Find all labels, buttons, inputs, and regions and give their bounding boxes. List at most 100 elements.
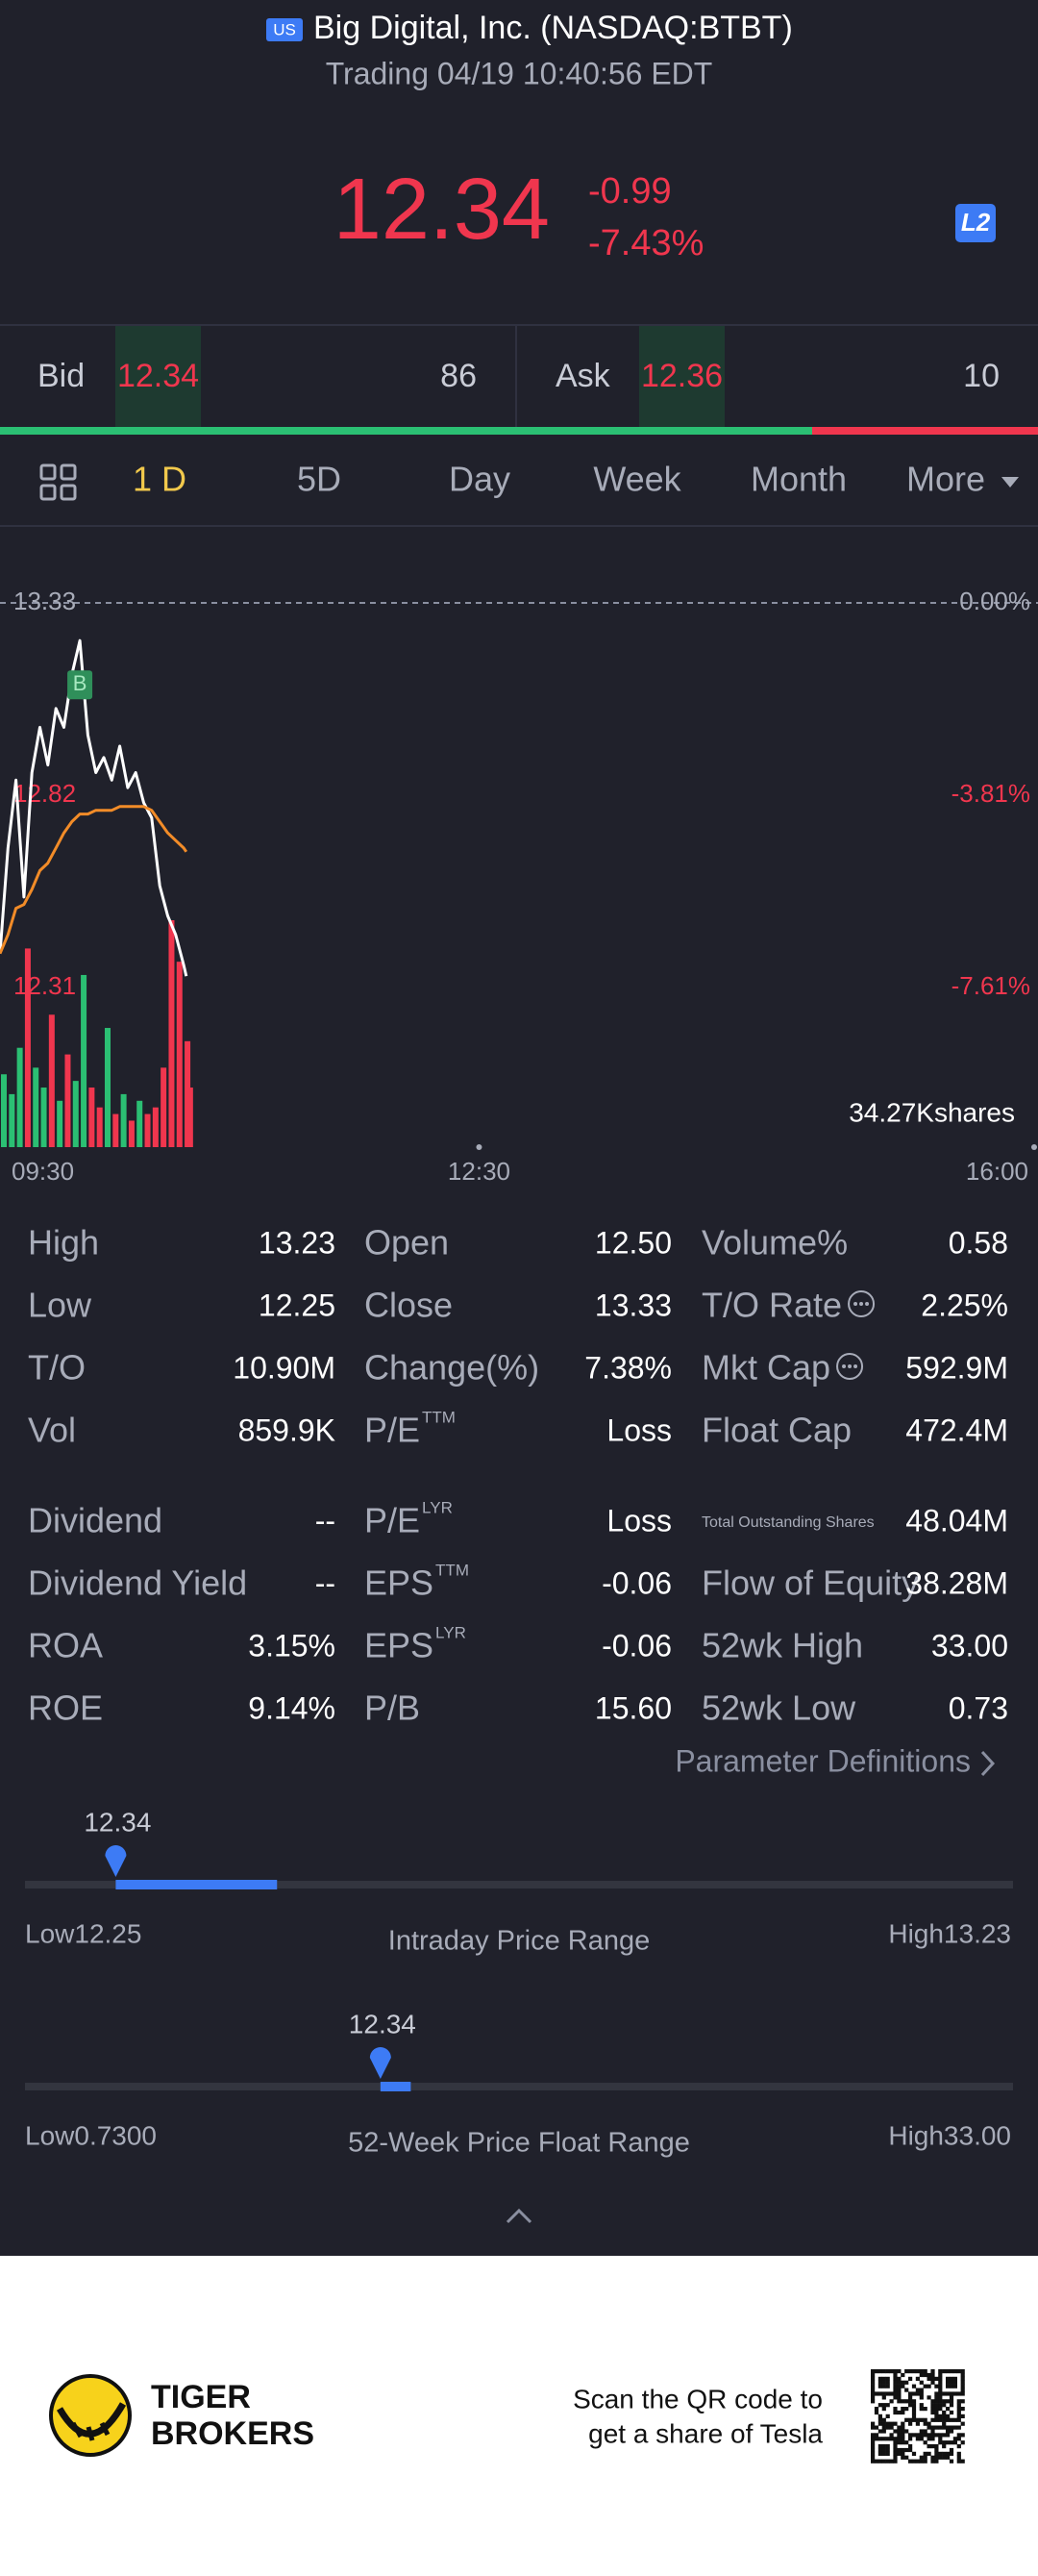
qr-cell <box>946 2451 951 2456</box>
qr-cell <box>901 2380 905 2385</box>
qr-cell <box>930 2417 935 2422</box>
volume-bar <box>144 1113 151 1147</box>
qr-cell <box>889 2425 894 2430</box>
period-tab[interactable]: 5D <box>297 460 341 499</box>
period-tab[interactable]: Week <box>593 460 681 499</box>
qr-cell <box>911 2417 917 2422</box>
qr-cell <box>908 2395 913 2400</box>
qr-cell <box>960 2391 965 2396</box>
range-pin <box>105 1844 127 1877</box>
qr-cell <box>893 2440 898 2445</box>
qr-cell <box>938 2417 943 2422</box>
stock-title: Big Digital, Inc. (NASDAQ:BTBT) <box>313 10 793 46</box>
qr-cell <box>893 2369 898 2374</box>
qr-cell <box>934 2413 939 2418</box>
qr-cell <box>897 2369 902 2374</box>
qr-cell <box>908 2391 913 2396</box>
qr-cell <box>877 2459 882 2463</box>
info-icon[interactable] <box>836 1353 864 1380</box>
qr-cell <box>893 2444 898 2449</box>
qr-cell <box>930 2459 935 2463</box>
qr-cell <box>881 2369 886 2374</box>
qr-cell <box>927 2376 931 2381</box>
footer-background <box>0 2256 1038 2576</box>
qr-cell <box>934 2433 939 2438</box>
stat-label: High <box>28 1223 99 1263</box>
qr-cell <box>881 2444 886 2449</box>
parameter-link[interactable]: Parameter Definitions <box>675 1743 971 1778</box>
qr-cell <box>923 2384 927 2388</box>
info-icon[interactable] <box>848 1290 876 1317</box>
qr-cell <box>923 2369 927 2374</box>
qr-cell <box>877 2376 882 2381</box>
qr-cell <box>881 2403 886 2408</box>
qr-cell <box>946 2455 951 2460</box>
qr-cell <box>877 2451 882 2456</box>
qr-cell <box>901 2455 905 2460</box>
logo-stripe <box>70 2421 111 2441</box>
qr-cell <box>949 2440 954 2445</box>
layout-icon[interactable] <box>39 463 77 501</box>
quote-size: 86 <box>440 358 477 394</box>
info-dot <box>842 1364 847 1368</box>
period-tab[interactable]: Month <box>751 460 847 499</box>
qr-cell <box>901 2410 905 2415</box>
icon-square[interactable] <box>39 463 57 481</box>
info-dot <box>853 1364 858 1368</box>
icon-square[interactable] <box>39 484 57 501</box>
qr-cell <box>915 2388 920 2392</box>
stat-value: 3.15% <box>248 1628 335 1663</box>
collapse-chevron[interactable] <box>506 2208 532 2224</box>
qr-cell <box>952 2437 957 2441</box>
qr-cell <box>901 2421 905 2426</box>
qr-cell <box>893 2429 898 2434</box>
qr-cell <box>949 2384 954 2388</box>
period-tab[interactable]: More <box>906 460 985 499</box>
qr-cell <box>960 2376 965 2381</box>
stat-label: P/B <box>364 1688 420 1728</box>
logo <box>49 2374 132 2457</box>
period-tab[interactable]: Day <box>449 460 510 499</box>
stat-label: Vol <box>28 1411 76 1450</box>
qr-cell <box>946 2407 951 2412</box>
qr-cell <box>956 2425 961 2430</box>
qr-cell <box>934 2425 939 2430</box>
l2-label[interactable]: L2 <box>961 208 991 237</box>
qr-cell <box>938 2391 943 2396</box>
volume-bar <box>88 1088 95 1147</box>
qr-cell <box>934 2407 939 2412</box>
qr-cell <box>956 2444 961 2449</box>
qr-cell <box>874 2425 879 2430</box>
qr-cell <box>911 2451 917 2456</box>
icon-square[interactable] <box>60 463 77 481</box>
l2-button[interactable] <box>955 204 996 242</box>
qr-cell <box>908 2421 913 2426</box>
qr-cell <box>930 2444 935 2449</box>
range-low: Low12.25 <box>25 1918 141 1948</box>
qr-cell <box>874 2369 879 2374</box>
qr-cell <box>885 2369 890 2374</box>
qr-cell <box>949 2376 954 2381</box>
qr-cell <box>901 2433 905 2438</box>
stat-label: Flow of Equity <box>702 1563 919 1603</box>
qr-cell <box>908 2399 913 2404</box>
range-current: 12.34 <box>84 1807 151 1837</box>
qr-cell <box>934 2451 939 2456</box>
stat-label: Float Cap <box>702 1411 852 1450</box>
qr-cell <box>946 2376 951 2381</box>
qr-cell <box>923 2429 927 2434</box>
qr-cell <box>885 2437 890 2441</box>
icon-square[interactable] <box>60 484 77 501</box>
period-tab[interactable]: 1 D <box>133 460 186 499</box>
more-arrow[interactable] <box>1001 477 1019 488</box>
qr-cell <box>885 2451 890 2456</box>
qr-cell <box>897 2425 902 2430</box>
qr-cell <box>960 2440 965 2445</box>
qr-cell <box>877 2403 882 2408</box>
qr-cell <box>893 2421 898 2426</box>
chevron-right[interactable] <box>980 1750 996 1777</box>
stat-label-sup: TTM <box>435 1561 469 1579</box>
qr-cell <box>949 2451 954 2456</box>
qr-cell <box>956 2403 961 2408</box>
qr-cell <box>927 2437 931 2441</box>
